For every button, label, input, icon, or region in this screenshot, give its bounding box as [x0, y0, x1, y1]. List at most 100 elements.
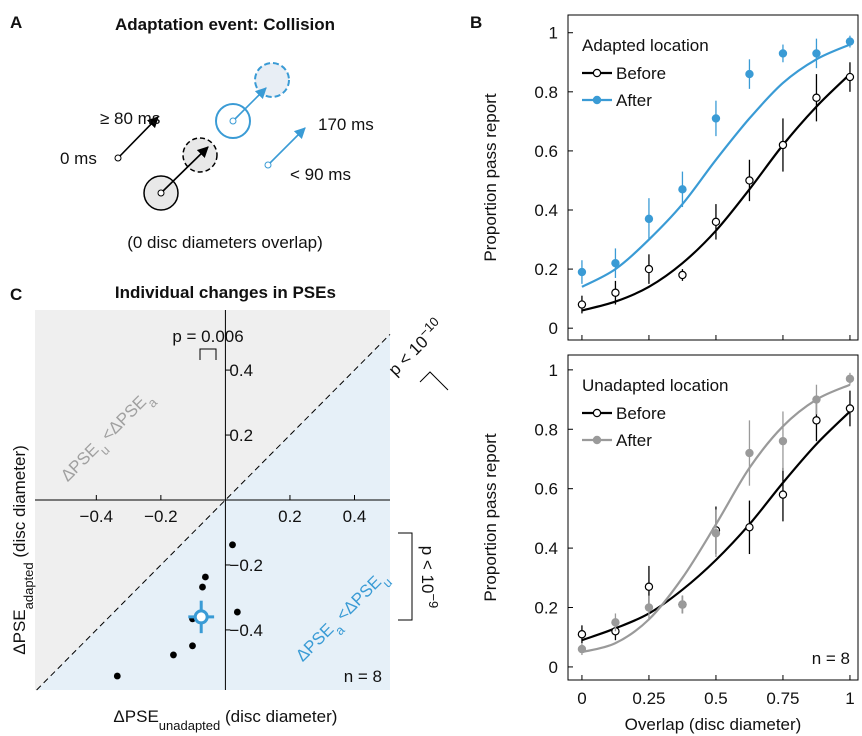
arrow — [160, 146, 209, 194]
y-tick-label: 0.8 — [534, 420, 558, 439]
data-point — [812, 395, 821, 404]
data-point — [229, 541, 236, 549]
p-value-part: p < 10 — [418, 546, 437, 594]
data-point — [778, 490, 788, 499]
data-point — [577, 630, 587, 639]
x-axis-label: Overlap (disc diameter) — [625, 715, 802, 734]
y-axis-label: ΔPSEadapted (disc diameter) — [10, 445, 36, 655]
x-axis-label-part: ΔPSE — [113, 707, 158, 726]
data-point — [644, 582, 654, 591]
legend-marker — [592, 68, 602, 78]
data-point — [199, 583, 206, 591]
data-point — [577, 267, 587, 277]
x-tick-label: 0.4 — [343, 507, 367, 526]
panel-label: A — [10, 13, 22, 32]
dot — [264, 161, 272, 169]
legend-label: Before — [616, 404, 666, 423]
x-tick-label: 0.5 — [704, 689, 728, 708]
y-tick-label: 0.2 — [534, 260, 558, 279]
data-point — [778, 49, 788, 58]
y-axis-label-part: ΔPSE — [10, 609, 29, 654]
y-axis-label-part: (disc diameter) — [10, 445, 29, 562]
data-point — [812, 93, 821, 102]
data-point — [611, 258, 620, 268]
time-label: ≥ 80 ms — [100, 109, 160, 128]
caption: (0 disc diameters overlap) — [127, 233, 323, 252]
data-point — [778, 140, 788, 150]
bracket — [398, 532, 413, 621]
y-axis-label: Proportion pass report — [481, 433, 500, 601]
data-point — [812, 416, 821, 425]
disc — [254, 62, 290, 98]
arrow — [232, 87, 267, 122]
data-point — [678, 270, 687, 280]
y-tick-label: 0.8 — [534, 83, 558, 102]
x-tick-label: 0.25 — [632, 689, 665, 708]
data-point — [202, 573, 209, 581]
legend-label: After — [616, 431, 652, 450]
legend-title: Unadapted location — [582, 376, 729, 395]
y-tick-label: 0.4 — [534, 539, 558, 558]
bracket — [419, 371, 449, 391]
time-label: < 90 ms — [290, 165, 351, 184]
y-tick-label: 1 — [549, 24, 558, 43]
x-tick-label: 0 — [577, 689, 586, 708]
annotation: n = 8 — [344, 667, 382, 686]
y-tick-label: −0.4 — [229, 621, 263, 640]
legend-marker — [592, 408, 602, 418]
data-point — [745, 523, 754, 532]
legend-label: After — [616, 91, 652, 110]
y-tick-label: 0.6 — [534, 142, 558, 161]
plot-frame — [567, 14, 859, 341]
legend-label: Before — [616, 64, 666, 83]
legend-title: Adapted location — [582, 36, 709, 55]
plot-frame — [567, 354, 859, 681]
data-point — [711, 217, 721, 227]
x-tick-label: 1 — [845, 689, 854, 708]
y-tick-label: 0.4 — [229, 361, 253, 380]
p-value-part: −9 — [427, 593, 442, 608]
bracket — [199, 348, 217, 360]
dot — [157, 189, 165, 197]
diagram-title: Adaptation event: Collision — [115, 15, 335, 34]
data-point — [778, 436, 788, 446]
x-axis-label-part: (disc diameter) — [220, 707, 337, 726]
y-tick-label: 0.2 — [534, 599, 558, 618]
y-tick-label: 0.6 — [534, 480, 558, 499]
fit-curve — [581, 43, 851, 288]
data-point — [577, 644, 587, 654]
arrow — [267, 127, 306, 166]
panel-label: B — [470, 13, 482, 32]
x-tick-label: −0.4 — [80, 507, 114, 526]
y-axis-label: Proportion pass report — [481, 93, 500, 261]
x-tick-label: −0.2 — [144, 507, 178, 526]
y-tick-label: 0 — [549, 658, 558, 677]
legend-marker — [592, 435, 602, 445]
mean-marker — [193, 609, 209, 625]
dot — [229, 117, 237, 125]
data-point — [745, 448, 754, 458]
data-point — [170, 651, 177, 659]
y-tick-label: 0 — [549, 319, 558, 338]
p-value: p = 0.006 — [172, 327, 243, 346]
data-point — [678, 600, 687, 609]
x-axis-label-part: unadapted — [159, 718, 220, 733]
data-point — [711, 114, 721, 123]
time-label: 170 ms — [318, 115, 374, 134]
legend-marker — [592, 95, 602, 105]
data-point — [577, 300, 587, 309]
x-tick-label: 0.75 — [766, 689, 799, 708]
chart-title: Individual changes in PSEs — [115, 283, 336, 302]
data-point — [189, 642, 196, 650]
data-point — [711, 529, 721, 538]
p-value: p < 10−10 — [382, 314, 448, 380]
x-axis-label: ΔPSEunadapted (disc diameter) — [113, 707, 337, 733]
panel-label: C — [10, 285, 22, 304]
diagonal — [36, 334, 391, 691]
p-value: p < 10−9 — [418, 546, 442, 609]
x-tick-label: 0.2 — [278, 507, 302, 526]
y-axis-label-part: adapted — [21, 562, 36, 609]
data-point — [845, 374, 855, 383]
fit-curve — [581, 410, 851, 642]
